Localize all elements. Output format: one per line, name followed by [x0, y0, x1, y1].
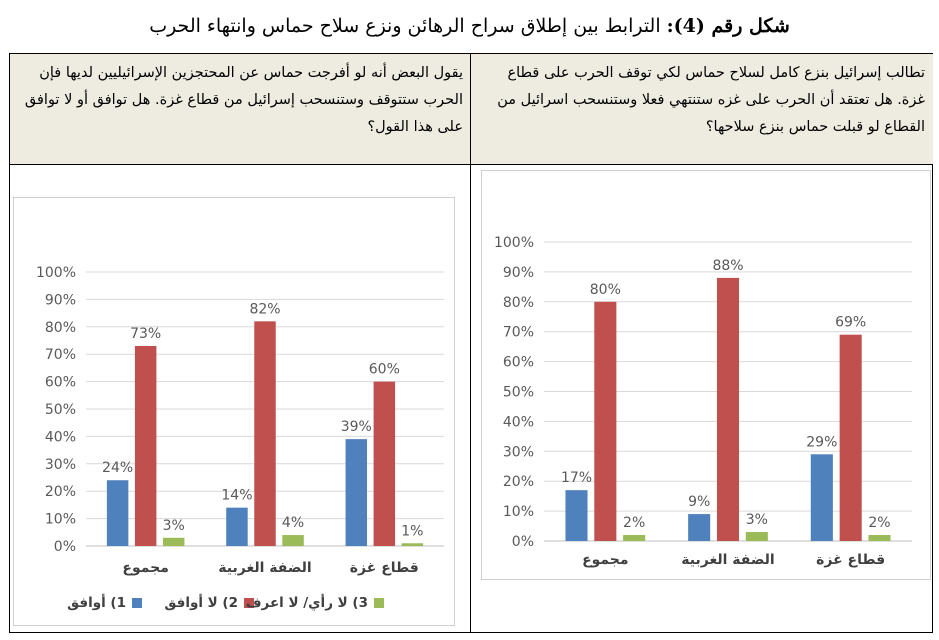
- data-label: 60%: [369, 362, 400, 378]
- y-tick-label: 20%: [45, 484, 76, 500]
- data-label: 3%: [746, 512, 768, 528]
- y-tick-label: 70%: [45, 347, 76, 363]
- data-label: 1%: [401, 523, 423, 539]
- bar-left-1-1: [254, 321, 276, 546]
- bar-right-0-1: [594, 301, 617, 541]
- y-tick-label: 100%: [36, 265, 76, 281]
- data-label: 17%: [561, 470, 592, 486]
- y-tick-label: 40%: [503, 414, 534, 430]
- chart-right-box: 0% 10% 20% 30% 40% 50% 60% 70% 80% 90% 100% 17% 80% 2…: [481, 170, 931, 609]
- y-tick-label: 50%: [45, 402, 76, 418]
- question-right: تطالب إسرائيل بنزع كامل لسلاح حماس لكي ت…: [471, 54, 933, 164]
- x-tick-label: قطاع غزة: [816, 552, 885, 568]
- y-tick-label: 70%: [503, 325, 534, 341]
- y-tick-label: 90%: [45, 292, 76, 308]
- data-label: 80%: [590, 282, 621, 298]
- bar-right-0-2: [623, 535, 646, 541]
- data-label: 2%: [868, 515, 890, 531]
- data-label: 39%: [341, 419, 372, 435]
- data-label: 69%: [835, 315, 866, 331]
- y-tick-label: 10%: [503, 504, 534, 520]
- y-tick-label: 0%: [512, 534, 534, 550]
- y-tick-label: 90%: [503, 265, 534, 281]
- data-label: 4%: [282, 515, 304, 531]
- legend-swatch: [244, 598, 254, 608]
- data-label: 82%: [249, 301, 280, 317]
- legend-label: 1) أوافق: [67, 594, 126, 611]
- bar-right-2-1: [839, 334, 862, 541]
- chart-left-box: 0% 10% 20% 30% 40% 50% 60% 70% 80% 90% 100% 24% 73% 3…: [13, 197, 455, 626]
- y-tick-label: 60%: [45, 375, 76, 391]
- x-tick-label: قطاع غزة: [350, 560, 419, 576]
- y-tick-label: 20%: [503, 474, 534, 490]
- question-left: يقول البعض أنه لو أفرجت حماس عن المحتجزي…: [10, 54, 471, 164]
- bar-left-2-2: [401, 543, 424, 546]
- bar-left-0-1: [134, 345, 157, 546]
- y-tick-label: 40%: [45, 429, 76, 445]
- bar-left-1-2: [282, 535, 304, 546]
- data-label: 9%: [688, 494, 710, 510]
- y-tick-label: 100%: [494, 235, 534, 251]
- x-tick-label: الضفة الغربية: [681, 552, 774, 568]
- bar-left-2-0: [345, 439, 368, 546]
- bar-left-1-0: [226, 507, 248, 546]
- data-label: 2%: [623, 515, 645, 531]
- x-tick-label: مجموع: [122, 560, 168, 576]
- bar-right-2-0: [810, 454, 833, 541]
- data-label: 14%: [221, 488, 252, 504]
- legend-label: 3) لا رأي/ لا اعرف: [246, 594, 368, 611]
- bar-right-1-0: [688, 514, 711, 541]
- data-label: 73%: [130, 326, 161, 342]
- bar-right-1-1: [716, 277, 740, 541]
- legend-swatch: [374, 598, 384, 608]
- x-tick-label: الضفة الغربية: [218, 560, 311, 576]
- bar-left-2-1: [373, 381, 396, 546]
- bar-left-0-0: [106, 480, 129, 546]
- figure-table: تطالب إسرائيل بنزع كامل لسلاح حماس لكي ت…: [9, 53, 933, 633]
- figure-title: شكل رقم (4): الترابط بين إطلاق سراح الره…: [0, 0, 939, 52]
- chart-right: 0% 10% 20% 30% 40% 50% 60% 70% 80% 90% 100% 17% 80% 2…: [494, 235, 912, 609]
- figure-label: شكل رقم (4):: [666, 15, 790, 37]
- y-tick-label: 60%: [503, 355, 534, 371]
- x-tick-label: مجموع: [582, 552, 628, 568]
- y-tick-label: 80%: [45, 320, 76, 336]
- bar-right-1-2: [745, 532, 768, 541]
- y-tick-label: 10%: [45, 512, 76, 528]
- legend-label: 2) لا أوافق: [164, 594, 238, 611]
- y-tick-label: 30%: [45, 457, 76, 473]
- chart-left: 0% 10% 20% 30% 40% 50% 60% 70% 80% 90% 100% 24% 73% 3…: [36, 265, 444, 611]
- table-divider-horizontal: [10, 164, 932, 165]
- y-tick-label: 0%: [54, 539, 76, 555]
- figure-title-text: الترابط بين إطلاق سراح الرهائن ونزع سلاح…: [149, 15, 661, 37]
- y-tick-label: 30%: [503, 444, 534, 460]
- data-label: 88%: [712, 258, 743, 274]
- legend-swatch: [132, 598, 142, 608]
- data-label: 29%: [806, 434, 837, 450]
- bar-left-0-2: [162, 537, 185, 546]
- bar-right-2-2: [868, 535, 891, 541]
- table-divider-vertical: [470, 54, 471, 632]
- data-label: 24%: [102, 460, 133, 476]
- y-tick-label: 50%: [503, 385, 534, 401]
- data-label: 3%: [163, 518, 185, 534]
- y-tick-label: 80%: [503, 295, 534, 311]
- bar-right-0-0: [565, 490, 588, 541]
